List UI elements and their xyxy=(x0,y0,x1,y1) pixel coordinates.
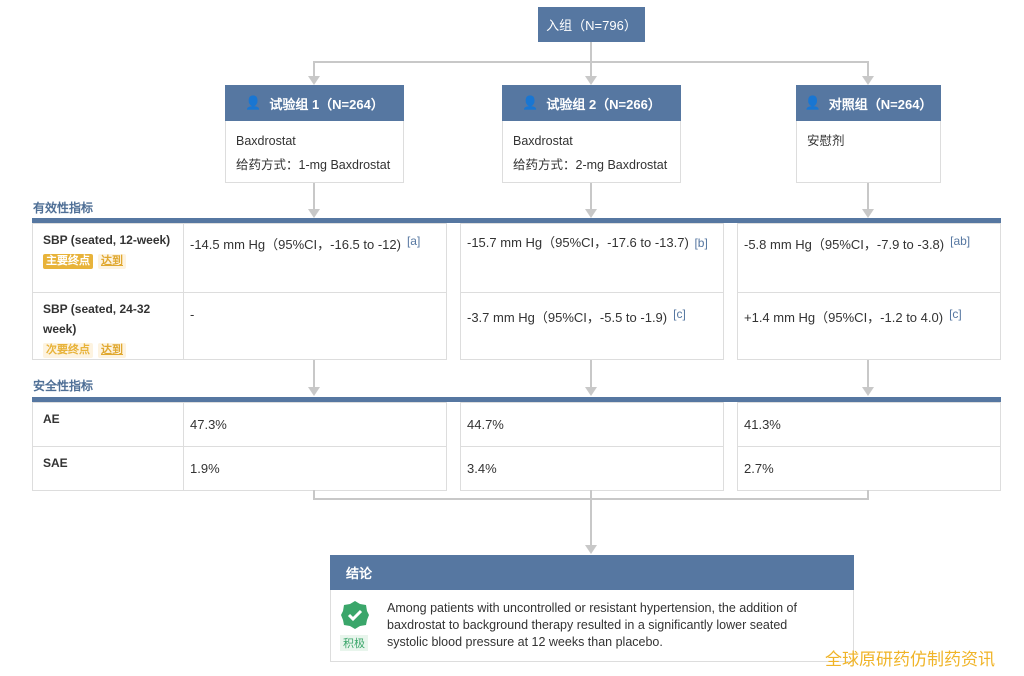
table-cell: -3.7 mm Hg（95%CI，-5.5 to -1.9) [c] xyxy=(460,292,724,360)
table-cell: -15.7 mm Hg（95%CI，-17.6 to -13.7) [b] xyxy=(460,223,724,293)
user-icon: 👤 xyxy=(245,95,262,110)
group-title: 对照组（N=264） xyxy=(828,96,933,112)
endpoint-name: SBP (seated, 24-32 week) xyxy=(43,302,151,336)
drug: Baxdrostat xyxy=(513,134,573,148)
user-icon: 👤 xyxy=(804,95,821,110)
value: +1.4 mm Hg（95%CI，-1.2 to 4.0) xyxy=(744,310,944,325)
conclusion-header: 结论 xyxy=(330,555,854,590)
ref-link[interactable]: [c] xyxy=(949,307,962,321)
status-tag[interactable]: 达到 xyxy=(98,254,126,269)
primary-endpoint-tag: 主要终点 xyxy=(43,254,93,269)
table-cell: - xyxy=(183,292,447,360)
table-cell: 2.7% xyxy=(737,446,1001,491)
table-cell: -5.8 mm Hg（95%CI，-7.9 to -3.8) [ab] xyxy=(737,223,1001,293)
table-cell: 44.7% xyxy=(460,402,724,447)
enrollment-box: 入组（N=796） xyxy=(538,7,645,42)
group-1-details: Baxdrostat 给药方式：1-mg Baxdrostat xyxy=(225,121,404,183)
table-cell: -14.5 mm Hg（95%CI，-16.5 to -12) [a] xyxy=(183,223,447,293)
table-cell: 3.4% xyxy=(460,446,724,491)
secondary-endpoint-tag: 次要终点 xyxy=(43,343,93,358)
drug: Baxdrostat xyxy=(236,134,296,148)
safety-section-title: 安全性指标 xyxy=(33,379,94,393)
efficacy-section-title: 有效性指标 xyxy=(33,201,94,215)
value: -3.7 mm Hg（95%CI，-5.5 to -1.9) xyxy=(467,310,668,325)
control-group-details: 安慰剂 xyxy=(796,121,941,183)
positive-badge: 积极 xyxy=(340,635,368,651)
value: -5.8 mm Hg（95%CI，-7.9 to -3.8) xyxy=(744,237,945,252)
value: -14.5 mm Hg（95%CI，-16.5 to -12) xyxy=(190,237,401,252)
table-cell: 47.3% xyxy=(183,402,447,447)
ref-link[interactable]: [ab] xyxy=(950,234,971,248)
value: - xyxy=(190,307,195,322)
conclusion-text: Among patients with uncontrolled or resi… xyxy=(387,601,797,649)
row-label: SAE xyxy=(32,446,184,491)
table-cell: 1.9% xyxy=(183,446,447,491)
row-label: SBP (seated, 12-week) 主要终点 达到 xyxy=(32,223,184,293)
control-group-header: 👤 对照组（N=264） xyxy=(796,85,941,121)
group-2-header: 👤 试验组 2（N=266） xyxy=(502,85,681,121)
row-label: AE xyxy=(32,402,184,447)
watermark: 全球原研药仿制药资讯 xyxy=(825,650,995,669)
group-title: 试验组 2（N=266） xyxy=(546,96,661,112)
table-cell: +1.4 mm Hg（95%CI，-1.2 to 4.0) [c] xyxy=(737,292,1001,360)
ref-link[interactable]: [a] xyxy=(406,234,421,248)
regimen: 给药方式：1-mg Baxdrostat xyxy=(236,158,391,172)
endpoint-name: SBP (seated, 12-week) xyxy=(43,233,171,247)
user-icon: 👤 xyxy=(522,95,539,110)
group-1-header: 👤 试验组 1（N=264） xyxy=(225,85,404,121)
regimen: 给药方式：2-mg Baxdrostat xyxy=(513,158,668,172)
conclusion-body: 积极 Among patients with uncontrolled or r… xyxy=(330,590,854,662)
value: -15.7 mm Hg（95%CI，-17.6 to -13.7) xyxy=(467,235,689,250)
row-label: SBP (seated, 24-32 week) 次要终点 达到 xyxy=(32,292,184,360)
ref-link[interactable]: [c] xyxy=(673,307,686,321)
table-cell: 41.3% xyxy=(737,402,1001,447)
ref-link[interactable]: [b] xyxy=(694,236,708,250)
status-tag[interactable]: 达到 xyxy=(98,343,126,358)
check-badge-icon xyxy=(341,601,369,629)
drug: 安慰剂 xyxy=(807,134,845,148)
group-2-details: Baxdrostat 给药方式：2-mg Baxdrostat xyxy=(502,121,681,183)
group-title: 试验组 1（N=264） xyxy=(269,96,384,112)
